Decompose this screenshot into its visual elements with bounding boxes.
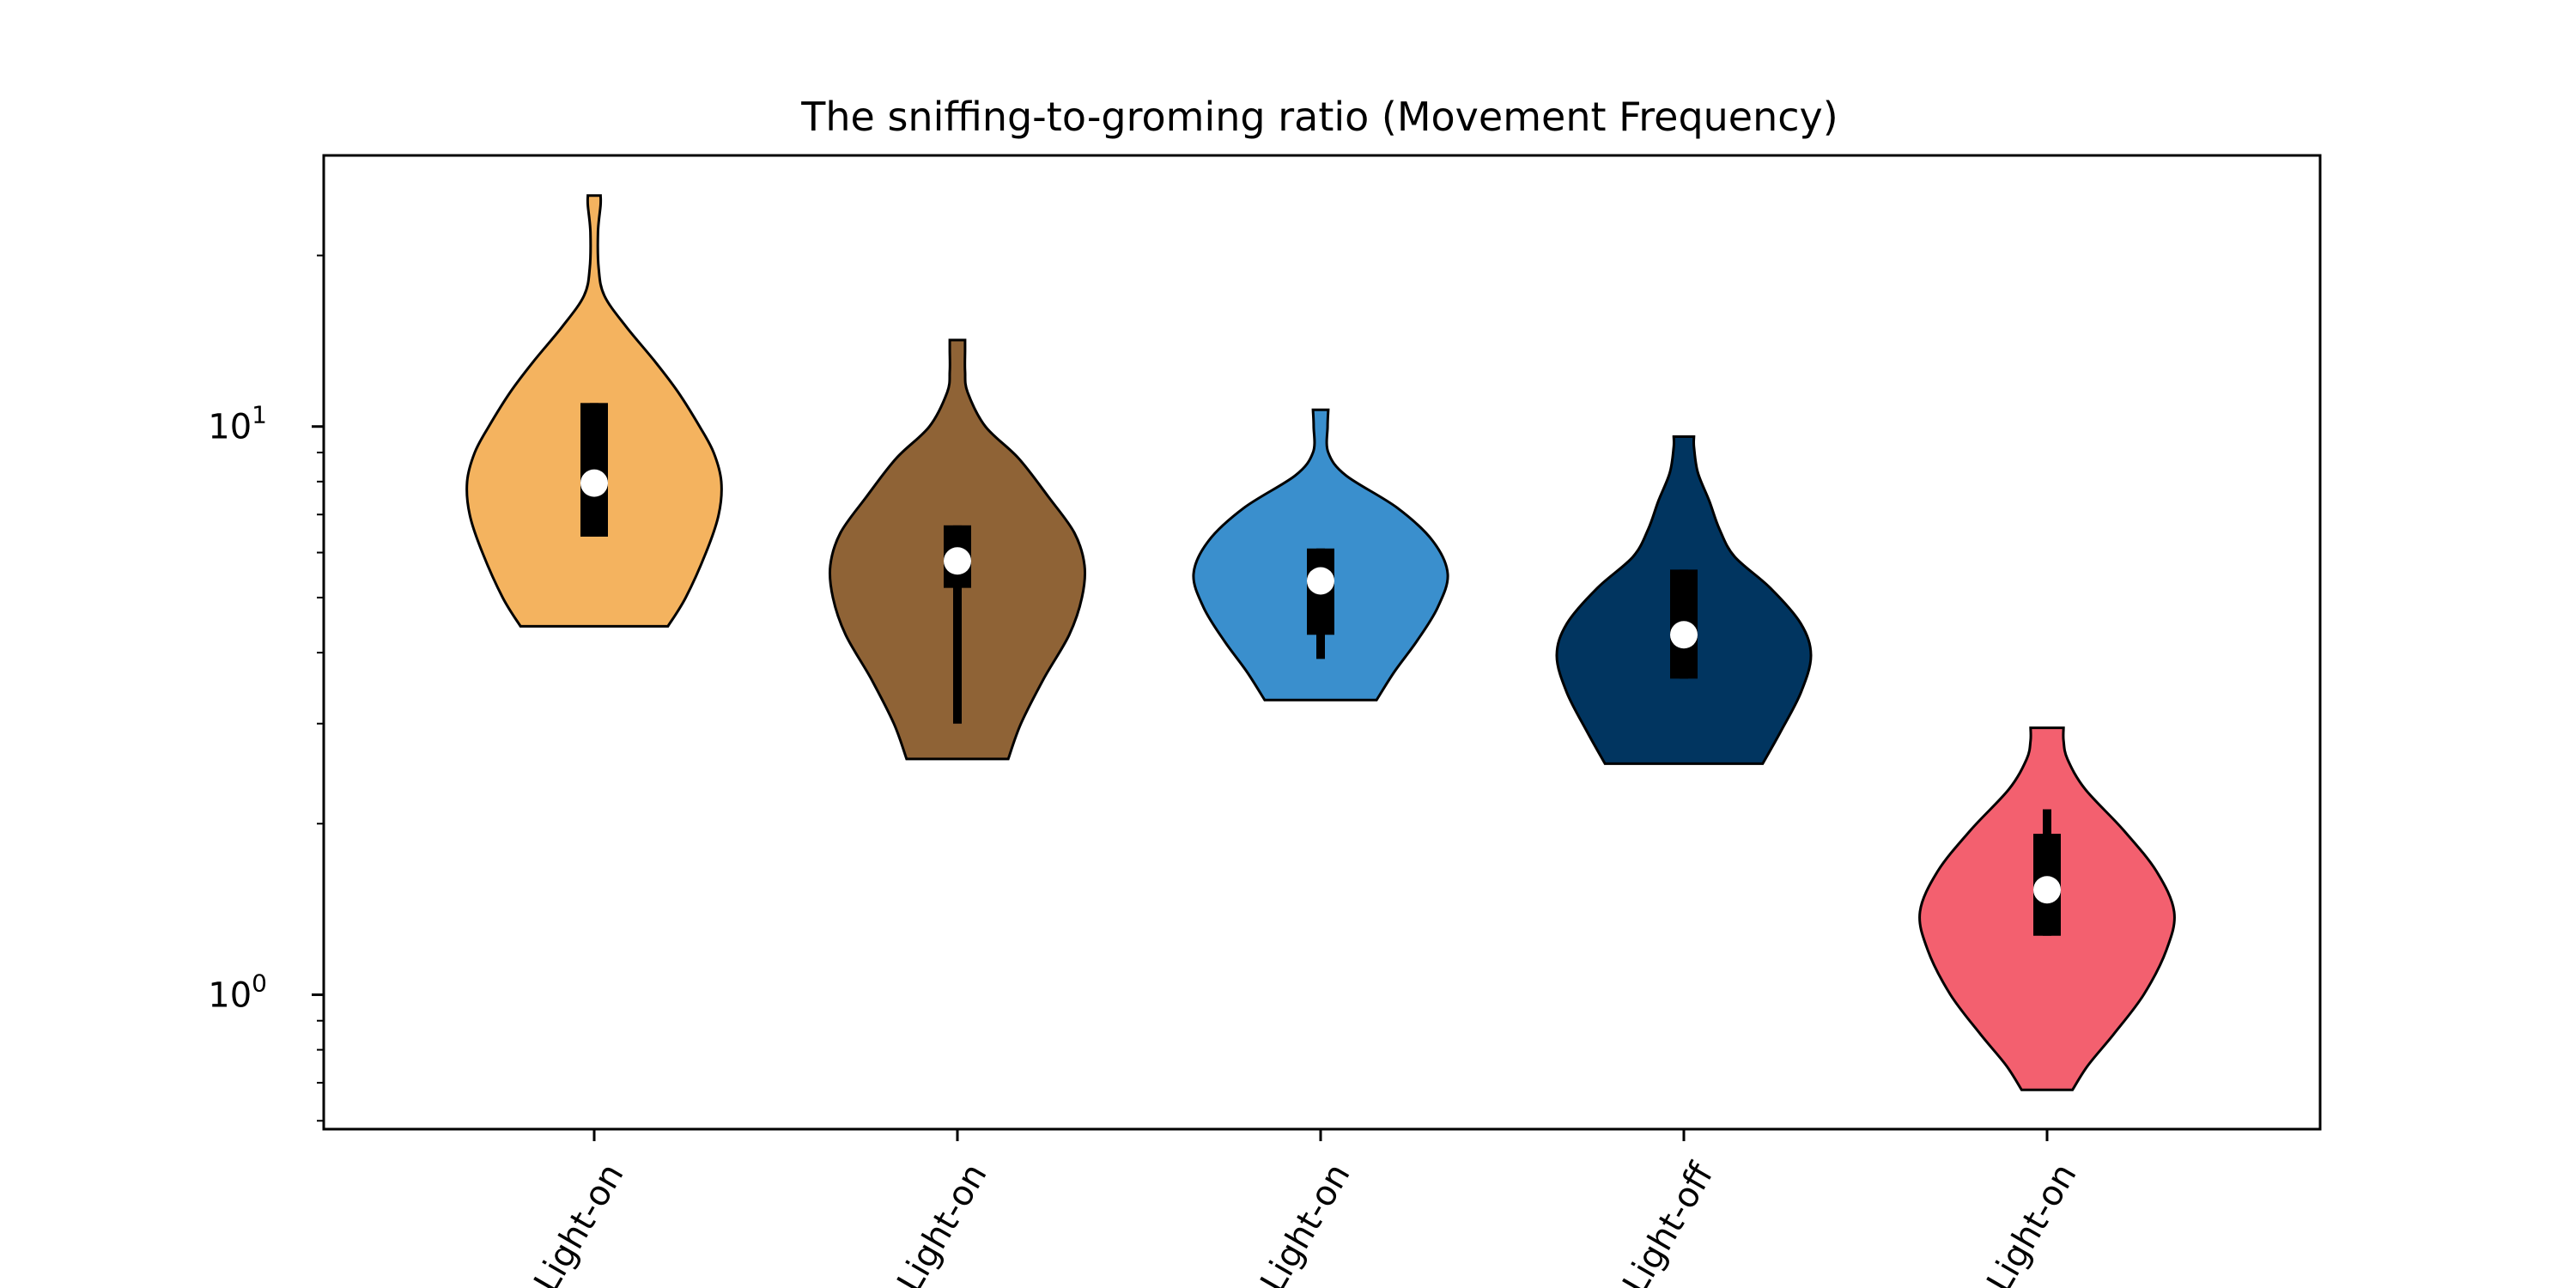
- y-tick-label-1: 100: [208, 969, 267, 1015]
- y-tick-label-2: 101: [208, 401, 267, 447]
- violin-median-dot-2: [944, 547, 971, 575]
- y-axis: 100 101: [208, 254, 324, 1122]
- violin-median-dot-3: [1307, 567, 1334, 595]
- violin-median-dot-1: [580, 469, 608, 497]
- chart-title: The sniffing-to-groming ratio (Movement …: [800, 94, 1838, 140]
- violin-median-dot-5: [2033, 876, 2061, 904]
- violin-group: [465, 194, 2176, 1091]
- plot-area-frame: [322, 154, 2322, 1131]
- violin-median-dot-4: [1670, 621, 1698, 649]
